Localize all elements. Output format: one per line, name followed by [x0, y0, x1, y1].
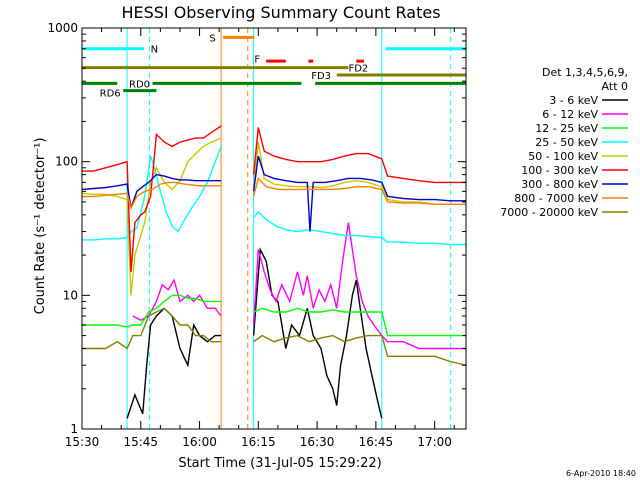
series-5 [81, 137, 466, 296]
legend-header-line-2: Att 0 [602, 80, 628, 93]
series-5-line-2 [252, 141, 466, 206]
y-tick-label-3: 100 [55, 155, 78, 169]
flag-label-rd6: RD6 [100, 88, 121, 99]
x-axis-label: Start Time (31-Jul-05 15:29:22) [178, 456, 381, 471]
series-3-line-2 [253, 307, 466, 337]
series-6-line-1 [82, 125, 222, 272]
legend-entry-label-7: 300 - 800 keV [521, 178, 598, 191]
series-2-line-2 [252, 222, 466, 350]
series-8-line-1 [82, 181, 222, 210]
flag-label-fd3: FD3 [311, 71, 331, 82]
series-4 [82, 146, 466, 246]
legend-entry-label-4: 25 - 50 keV [535, 136, 598, 149]
flag-bars: N S F FD2 FD3 RD0 RD6 [82, 33, 466, 99]
series-9-line-1 [82, 307, 222, 350]
series-6 [82, 125, 466, 272]
x-tick-label-6: 16:45 [359, 435, 394, 449]
legend-entry-label-1: 3 - 6 keV [549, 94, 598, 107]
series-4-line-1 [82, 146, 222, 241]
legend-entry-label-2: 6 - 12 keV [542, 108, 598, 121]
y-axis-label: Count Rate (s⁻¹ detector⁻¹) [33, 138, 48, 315]
chart-title: HESSI Observing Summary Count Rates [121, 3, 440, 22]
plot-frame [81, 27, 467, 430]
y-tick-label-1: 1 [70, 422, 78, 436]
x-tick-label-2: 15:45 [123, 435, 158, 449]
series-8-line-2 [252, 177, 466, 206]
series-7-line-1 [81, 173, 222, 209]
series-3 [82, 294, 466, 337]
footer-timestamp: 6-Apr-2010 18:40 [566, 469, 636, 478]
flag-label-rd0: RD0 [129, 79, 150, 90]
series-1-line-2 [252, 247, 383, 419]
flag-label-n: N [151, 45, 158, 56]
flag-label-fd2: FD2 [348, 64, 368, 75]
series-8 [82, 177, 466, 210]
y-tick-label-2: 10 [63, 288, 78, 302]
series-6-line-2 [252, 127, 466, 184]
legend-entry-label-3: 12 - 25 keV [535, 122, 598, 135]
x-tick-label-1: 15:30 [65, 435, 100, 449]
axes: 15:30 15:45 16:00 16:15 16:30 16:45 17:00 1 10 10… [47, 21, 467, 449]
series-2 [132, 222, 466, 350]
legend-entry-label-9: 7000 - 20000 keV [500, 206, 598, 219]
series-7 [81, 155, 466, 232]
legend-entry-label-6: 100 - 300 keV [521, 164, 598, 177]
legend-entry-label-8: 800 - 7000 keV [514, 192, 598, 205]
x-tick-label-3: 16:00 [182, 435, 217, 449]
series-7-line-2 [252, 155, 466, 232]
series-2-line-1 [132, 278, 222, 322]
flag-label-f: F [254, 55, 260, 66]
series-9 [82, 307, 467, 366]
series-9-line-2 [253, 334, 467, 366]
x-tick-label-7: 17:00 [417, 435, 452, 449]
series-4-line-2 [253, 210, 466, 246]
x-tick-label-4: 16:15 [241, 435, 276, 449]
data-series [81, 125, 467, 419]
legend-entry-label-5: 50 - 100 keV [528, 150, 598, 163]
y-tick-label-4: 1000 [47, 21, 78, 35]
series-3-line-1 [82, 294, 222, 328]
legend-header-line-1: Det 1,3,4,5,6,9, [542, 66, 628, 79]
flag-label-s: S [209, 33, 215, 44]
series-5-line-1 [81, 137, 222, 296]
x-tick-label-5: 16:30 [300, 435, 335, 449]
